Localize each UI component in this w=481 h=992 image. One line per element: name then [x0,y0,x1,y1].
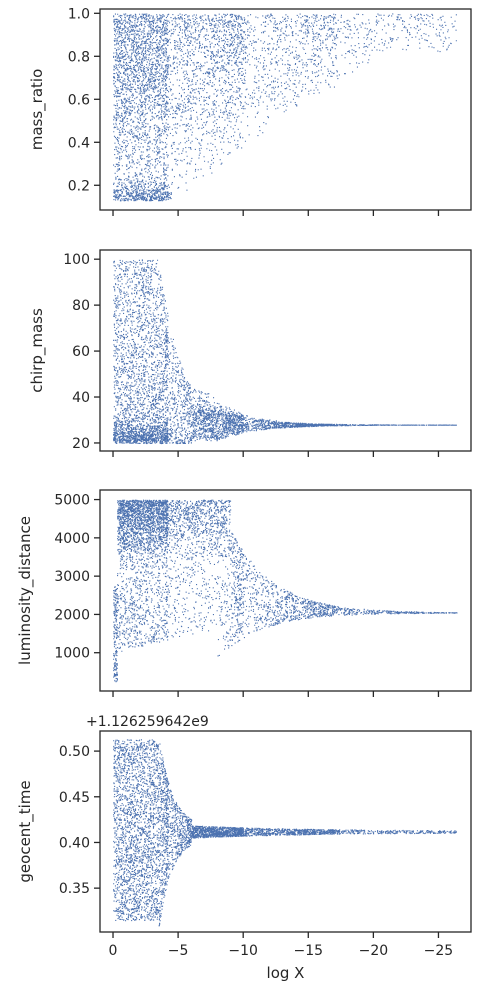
axes-frame-luminosity-distance [99,489,472,692]
y-tick-label: 40 [72,390,90,406]
scatter-marks-geocent-time [113,739,457,927]
y-tick-label: 100 [63,252,90,268]
y-tick-label: 0.2 [68,178,90,194]
scatter-points-geocent-time [113,739,457,927]
y-ticks-mass-ratio: 0.2 0.4 0.6 0.8 1.0 [68,6,100,194]
y-axis-label-chirp-mass: chirp_mass [28,308,47,393]
x-tick-label: 0 [109,943,118,959]
y-axis-label-luminosity-distance: luminosity_distance [16,516,35,665]
y-tick-label: 80 [72,298,90,314]
scatter-marks-chirp-mass [113,259,457,445]
x-tick-label: −25 [424,943,454,959]
y-tick-label: 0.35 [59,881,90,897]
x-tick-label: −20 [359,943,389,959]
y-offset-text: +1.126259642e9 [86,714,209,730]
panel-geocent-time: 0.35 0.40 0.45 0.50 0 −5 −10 −15 −20 −25 geocent… [16,714,472,982]
y-tick-label: 1.0 [68,6,90,22]
x-ticks-mass-ratio [112,210,440,216]
y-tick-label: 0.40 [59,835,90,851]
panel-mass-ratio: 0.2 0.4 0.6 0.8 1.0 mass_ratio [28,6,472,216]
y-tick-label: 3000 [54,569,90,585]
x-ticks-geocent-time: 0 −5 −10 −15 −20 −25 [109,932,454,959]
x-axis-label: log X [267,964,305,982]
scatter-points-luminosity-distance [113,499,458,683]
scatter-marks-mass-ratio [113,13,457,202]
panel-luminosity-distance: 1000 2000 3000 4000 5000 luminosity_distance [16,489,472,697]
y-tick-label: 0.4 [68,135,90,151]
y-axis-label-mass-ratio: mass_ratio [28,69,47,151]
y-tick-label: 0.8 [68,49,90,65]
y-tick-label: 0.6 [68,92,90,108]
y-tick-label: 0.50 [59,744,90,760]
y-tick-label: 2000 [54,607,90,623]
y-tick-label: 1000 [54,646,90,662]
y-tick-label: 20 [72,436,90,452]
scatter-points-mass-ratio [113,13,457,202]
y-ticks-luminosity-distance: 1000 2000 3000 4000 5000 [54,493,100,662]
y-tick-label: 60 [72,344,90,360]
axes-frame-mass-ratio [99,8,472,211]
x-ticks-chirp-mass [112,451,440,457]
x-tick-label: −5 [168,943,189,959]
y-tick-label: 5000 [54,493,90,509]
x-tick-label: −15 [294,943,324,959]
panel-chirp-mass: 20 40 60 80 100 chirp_mass [28,249,472,457]
y-axis-label-geocent-time: geocent_time [16,780,35,882]
y-ticks-geocent-time: 0.35 0.40 0.45 0.50 [59,744,100,897]
x-tick-label: −10 [228,943,258,959]
scatter-points-chirp-mass [113,259,457,445]
y-ticks-chirp-mass: 20 40 60 80 100 [63,252,100,452]
axes-frame-geocent-time [99,730,472,933]
y-tick-label: 4000 [54,531,90,547]
y-tick-label: 0.45 [59,790,90,806]
scatter-marks-luminosity-distance [113,499,458,683]
x-ticks-luminosity-distance [112,691,440,697]
